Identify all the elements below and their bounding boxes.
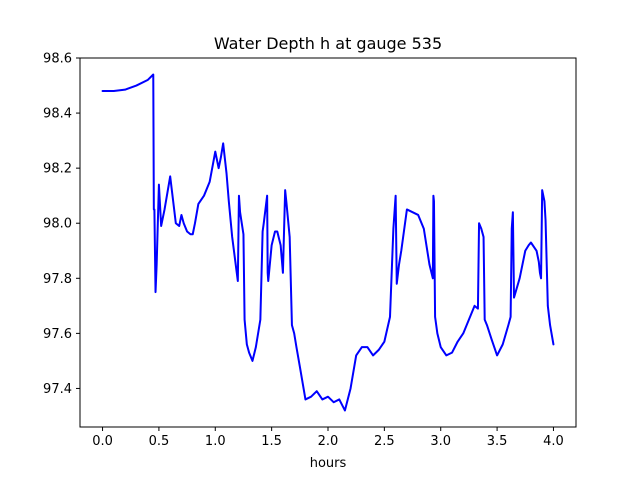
- plot-frame: [79, 57, 577, 428]
- x-axis-label: hours: [310, 456, 347, 471]
- x-tick-label: 2.5: [374, 434, 395, 449]
- y-tick-label: 98.4: [43, 107, 72, 122]
- y-tick-label: 98.2: [43, 162, 72, 177]
- x-tick-label: 4.0: [543, 434, 564, 449]
- plot-area: [80, 58, 576, 427]
- x-tick-label: 3.0: [430, 434, 451, 449]
- x-tick-label: 3.5: [487, 434, 508, 449]
- chart-title: Water Depth h at gauge 535: [214, 34, 442, 53]
- y-tick-label: 97.4: [43, 382, 72, 397]
- x-tick-label: 1.0: [205, 434, 226, 449]
- y-tick-label: 97.8: [43, 272, 72, 287]
- x-tick-label: 1.5: [261, 434, 282, 449]
- series-layer: [101, 73, 555, 412]
- y-tick-label: 97.6: [43, 327, 72, 342]
- x-tick-label: 2.0: [318, 434, 339, 449]
- series-line-0: [101, 73, 555, 412]
- y-axis-ticks: 97.4 97.6 97.8 98.0 98.2 98.4 98.6: [43, 52, 80, 397]
- y-tick-label: 98.6: [43, 52, 72, 67]
- x-axis-ticks: 0.0 0.5 1.0 1.5 2.0 2.5 3.0 3.5 4.0: [92, 427, 564, 449]
- x-tick-label: 0.0: [92, 434, 113, 449]
- y-tick-label: 98.0: [43, 217, 72, 232]
- x-tick-label: 0.5: [149, 434, 170, 449]
